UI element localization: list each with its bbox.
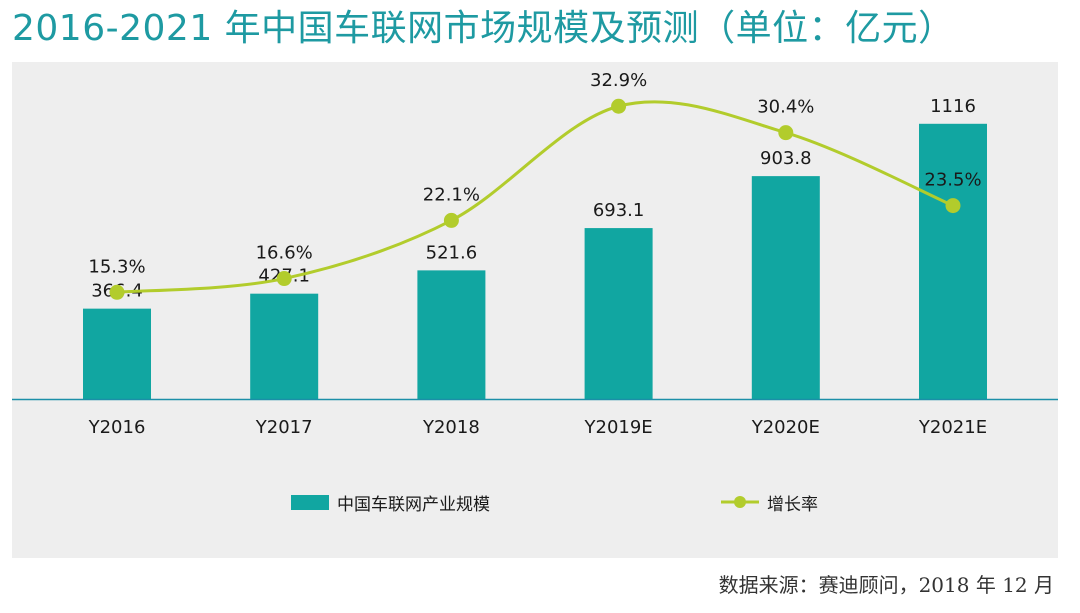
x-tick-label: Y2018 <box>422 417 480 438</box>
growth-point-Y2017 <box>276 271 292 287</box>
growth-point-Y2016 <box>109 284 125 300</box>
growth-point-Y2019E <box>611 98 627 114</box>
bar-Y2019E <box>584 228 653 399</box>
legend-item-line: 增长率 <box>721 495 818 515</box>
growth-value-label: 32.9% <box>590 70 647 91</box>
growth-point-Y2021E <box>945 198 961 214</box>
bar-Y2017 <box>250 293 319 399</box>
legend-item-bar: 中国车联网产业规模 <box>291 495 490 515</box>
bar-Y2016 <box>83 308 151 399</box>
legend-line-marker <box>734 496 746 508</box>
growth-value-label: 22.1% <box>423 184 480 205</box>
chart-title: 2016-2021 年中国车联网市场规模及预测（单位：亿元） <box>12 8 955 49</box>
bar-value-label: 693.1 <box>593 200 645 221</box>
x-tick-label: Y2019E <box>584 417 653 438</box>
growth-point-Y2018 <box>443 212 459 228</box>
bar-value-label: 521.6 <box>426 242 478 263</box>
x-tick-label: Y2021E <box>918 417 987 438</box>
bar-Y2018 <box>417 270 486 399</box>
growth-value-label: 16.6% <box>256 243 313 264</box>
source-note: 数据来源：赛迪顾问，2018 年 12 月 <box>718 573 1054 597</box>
bar-Y2021E <box>919 123 987 399</box>
growth-value-label: 30.4% <box>757 97 814 118</box>
legend-bar-swatch <box>291 495 329 510</box>
chart-panel <box>12 62 1058 558</box>
bar-Y2020E <box>751 176 820 399</box>
x-tick-label: Y2016 <box>88 417 146 438</box>
growth-point-Y2020E <box>778 125 794 141</box>
x-tick-label: Y2020E <box>751 417 820 438</box>
growth-value-label: 15.3% <box>88 256 145 277</box>
bar-value-label: 1116 <box>930 96 976 117</box>
x-tick-label: Y2017 <box>255 417 313 438</box>
growth-value-label: 23.5% <box>924 170 981 191</box>
bar-value-label: 903.8 <box>760 148 812 169</box>
legend-bar-label: 中国车联网产业规模 <box>337 495 490 515</box>
growth-line <box>116 100 954 294</box>
legend-line-label: 增长率 <box>767 495 818 515</box>
